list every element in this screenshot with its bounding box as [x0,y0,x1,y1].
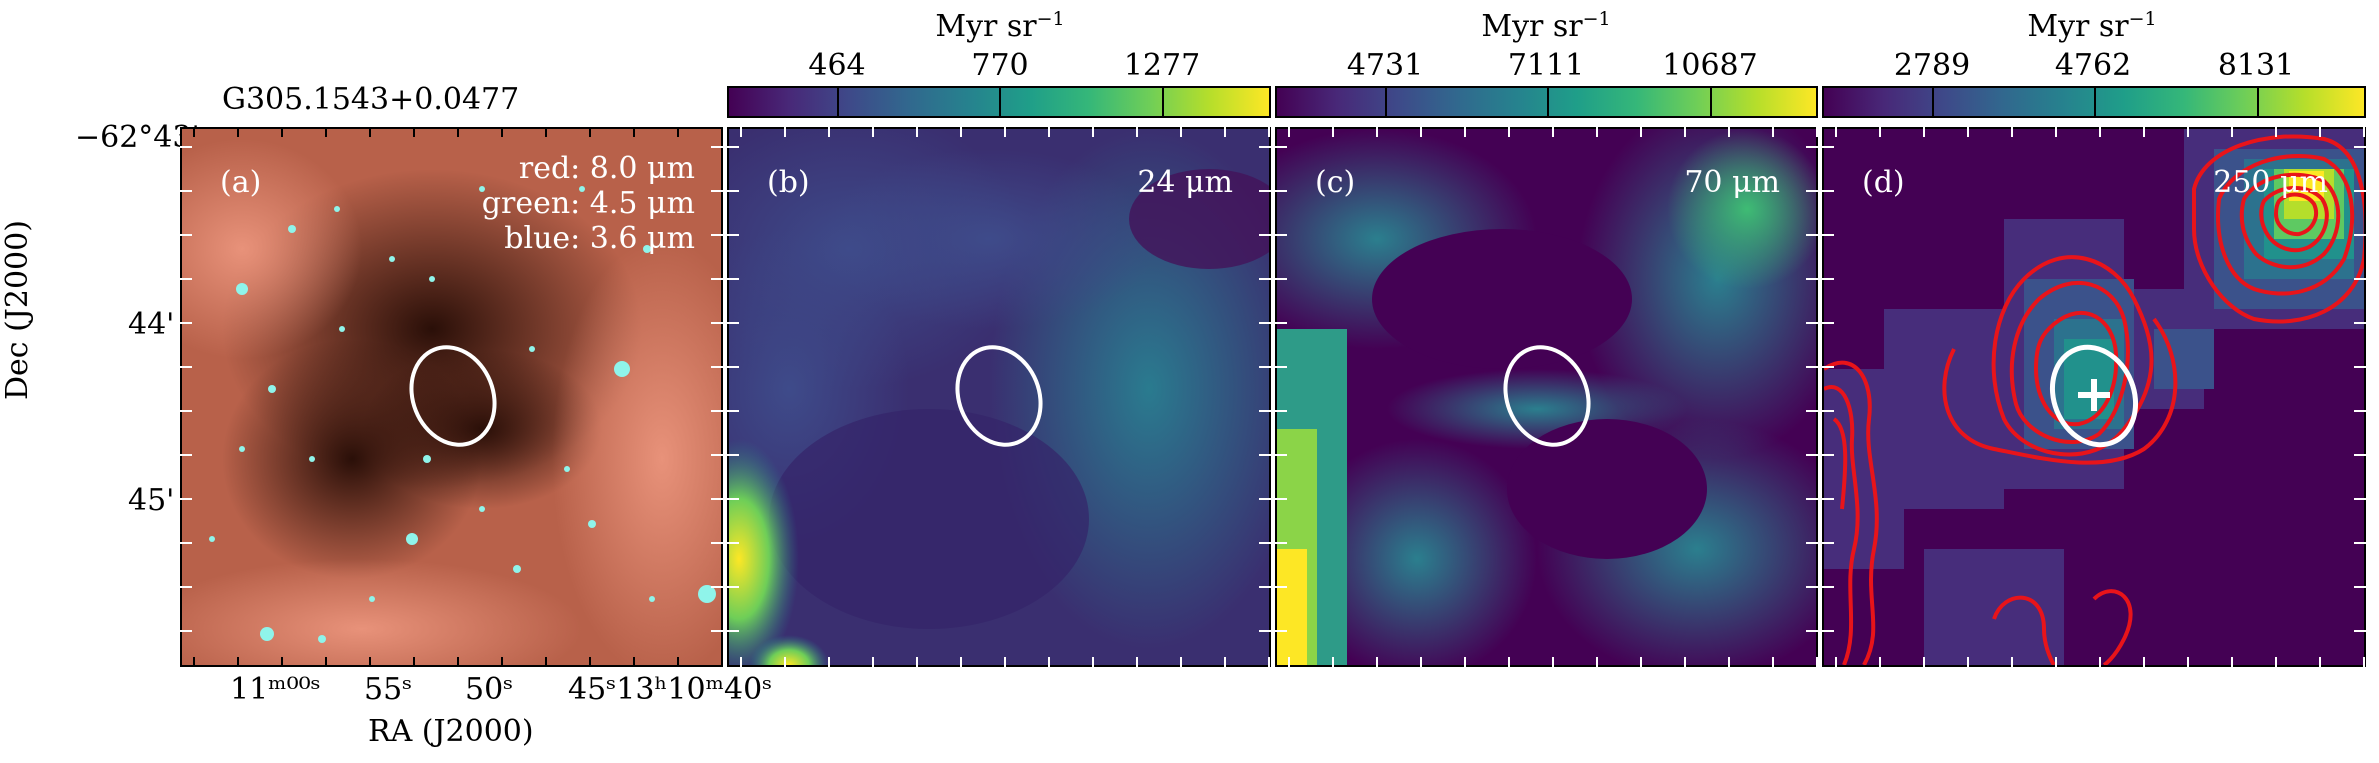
legend-green: green: 4.5 μm [481,186,695,221]
panel-d-label: (d) [1862,165,1905,200]
ra-tick-45-1310m40: 45ˢ13ʰ10ᵐ40ˢ [568,672,773,707]
panel-c-tick-1: 4731 [1346,48,1424,83]
dec-tick-44: 44' [128,307,175,342]
panel-d-band: 250 μm [2213,165,2328,200]
panel-c-unit: Myr sr−1 [1481,8,1611,44]
panel-d-tick-3: 8131 [2217,48,2295,83]
panel-b-unit: Myr sr−1 [935,8,1065,44]
panel-b-colorbar [727,86,1271,118]
source-name: G305.1543+0.0477 [222,82,520,117]
panel-b-tick-3: 1277 [1123,48,1201,83]
ra-tick-50: 50ˢ [465,672,514,707]
ra-tick-55: 55ˢ [364,672,413,707]
panel-b-tick-1: 464 [808,48,866,83]
panel-b-band: 24 μm [1137,165,1233,200]
panel-c-label: (c) [1315,165,1356,200]
panel-d-colorbar [1822,86,2366,118]
y-axis-title: Dec (J2000) [0,220,35,400]
panel-b-24um-map: (b) 24 μm [727,127,1271,667]
panel-d-250um-map: (d) 250 μm [1822,127,2366,667]
panel-c-tick-2: 7111 [1507,48,1585,83]
panel-b-tick-2: 770 [971,48,1029,83]
panel-a-rgb-image: (a) red: 8.0 μm green: 4.5 μm blue: 3.6 … [180,127,723,667]
panel-d-tick-1: 2789 [1893,48,1971,83]
panel-c-colorbar [1275,86,1818,118]
ra-tick-1100: 11ᵐ⁰⁰ˢ [230,672,321,707]
panel-c-70um-map: (c) 70 μm [1275,127,1818,667]
panel-b-label: (b) [767,165,810,200]
panel-d-unit: Myr sr−1 [2027,8,2157,44]
panel-d-tick-2: 4762 [2054,48,2132,83]
x-axis-title: RA (J2000) [368,714,534,749]
panel-c-band: 70 μm [1684,165,1780,200]
panel-a-label: (a) [220,165,262,200]
legend-blue: blue: 3.6 μm [504,221,695,256]
panel-c-tick-3: 10687 [1662,48,1758,83]
dec-tick-43: −62°43' [75,120,200,155]
legend-red: red: 8.0 μm [518,151,695,186]
dec-tick-45: 45' [128,483,175,518]
